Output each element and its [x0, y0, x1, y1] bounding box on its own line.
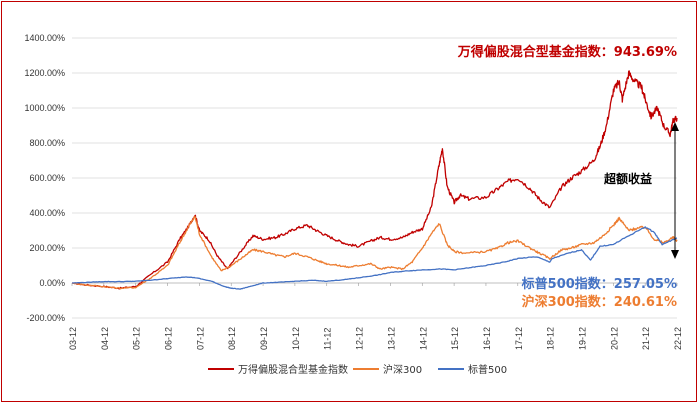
legend-label-csi300: 沪深300 [383, 363, 422, 376]
x-tick-label: 05-12 [132, 327, 142, 350]
x-tick-label: 07-12 [195, 327, 205, 350]
y-tick-label: -200.00% [26, 313, 65, 323]
x-tick-label: 16-12 [482, 327, 492, 350]
annotation-csi300: 沪深300指数：240.61% [522, 294, 677, 310]
x-tick-label: 19-12 [577, 327, 587, 350]
series-line-sp500 [72, 226, 678, 290]
x-tick-label: 15-12 [450, 327, 460, 350]
annotation-fund-index: 万得偏股混合型基金指数：943.69% [457, 44, 677, 60]
x-tick-label: 17-12 [514, 327, 524, 350]
annotation-sp500: 标普500指数：257.05% [521, 276, 677, 292]
x-tick-label: 20-12 [609, 327, 619, 350]
x-tick-label: 08-12 [227, 327, 237, 350]
y-gridlines [72, 37, 677, 319]
y-tick-label: 1200.00% [24, 68, 65, 78]
x-tick-label: 06-12 [164, 327, 174, 350]
y-tick-label: 600.00% [29, 173, 65, 183]
annotation-excess-return: 超额收益 [603, 171, 652, 186]
x-tick-label: 03-12 [68, 327, 78, 350]
legend-label-sp500: 标普500 [468, 363, 507, 376]
x-tick-label: 12-12 [355, 327, 365, 350]
x-tick-label: 13-12 [386, 327, 396, 350]
y-tick-label: 1400.00% [24, 33, 65, 43]
x-tick-label: 09-12 [259, 327, 269, 350]
x-tick-label: 04-12 [100, 327, 110, 350]
y-tick-label: 1000.00% [24, 103, 65, 113]
legend-label-fund-index: 万得偏股混合型基金指数 [238, 363, 348, 376]
series-line-csi300 [72, 216, 678, 290]
y-axis-ticks: -200.00% 0.00% 200.00% 400.00% 600.00% 800.00… [24, 33, 65, 323]
y-tick-label: 0.00% [39, 278, 65, 288]
series-lines [72, 70, 678, 290]
y-tick-label: 200.00% [29, 243, 65, 253]
x-tick-label: 22-12 [673, 327, 683, 350]
x-tick-label: 18-12 [546, 327, 556, 350]
x-axis-ticks: 03-12 04-12 05-12 06-12 07-12 08-12 09-12 10-12… [68, 283, 683, 350]
legend: 万得偏股混合型基金指数 沪深300 标普500 [208, 363, 507, 376]
series-line-fund-index [72, 70, 678, 290]
excess-return-arrow [671, 122, 679, 259]
x-tick-label: 14-12 [418, 327, 428, 350]
y-tick-label: 400.00% [29, 208, 65, 218]
x-tick-label: 21-12 [641, 327, 651, 350]
x-tick-label: 11-12 [323, 328, 333, 350]
x-tick-label: 10-12 [291, 327, 301, 350]
y-tick-label: 800.00% [29, 138, 65, 148]
